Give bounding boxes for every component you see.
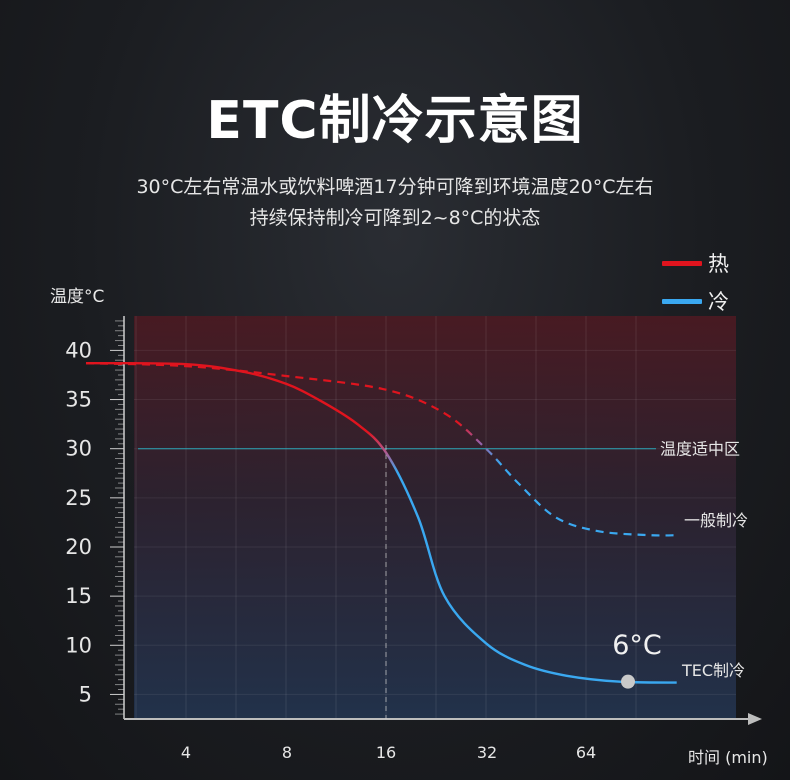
y-tick-label-7: 5 bbox=[79, 682, 92, 706]
legend-cold: 冷 bbox=[662, 286, 729, 316]
legend-hot-label: 热 bbox=[708, 252, 729, 276]
x-tick-label-1: 8 bbox=[282, 743, 292, 762]
x-axis-label: 时间 (min) bbox=[688, 748, 768, 767]
annotation-label: 6°C bbox=[612, 630, 662, 661]
subtitle-line-1: 30°C左右常温水或饮料啤酒17分钟可降到环境温度20°C左右 bbox=[136, 176, 654, 198]
y-tick-label-5: 15 bbox=[65, 584, 92, 608]
series-line-normal-cooling bbox=[85, 362, 677, 537]
reference-line-label: 温度适中区 bbox=[660, 440, 740, 459]
legend-cold-swatch bbox=[662, 298, 702, 304]
x-tick-label-0: 4 bbox=[181, 743, 191, 762]
y-axis-label: 温度°C bbox=[50, 287, 105, 307]
series-end-label-tec: TEC制冷 bbox=[681, 661, 745, 680]
legend-hot-swatch bbox=[662, 260, 702, 266]
y-tick-label-2: 30 bbox=[65, 437, 92, 461]
x-axis-arrow bbox=[748, 713, 762, 725]
series-line-tec-cooling bbox=[85, 361, 677, 684]
x-tick-label-2: 16 bbox=[376, 743, 396, 762]
y-tick-label-3: 25 bbox=[65, 486, 92, 510]
x-tick-label-4: 64 bbox=[576, 743, 596, 762]
x-tick-label-3: 32 bbox=[477, 743, 497, 762]
annotation-point bbox=[621, 674, 635, 689]
subtitle-line-2: 持续保持制冷可降到2~8°C的状态 bbox=[249, 207, 541, 229]
y-tick-label-0: 40 bbox=[65, 338, 92, 362]
y-tick-label-1: 35 bbox=[65, 388, 92, 412]
series-end-label-normal: 一般制冷 bbox=[684, 511, 748, 530]
legend-cold-label: 冷 bbox=[708, 290, 729, 314]
legend-hot: 热 bbox=[662, 248, 729, 278]
y-tick-label-4: 20 bbox=[65, 535, 92, 559]
y-tick-label-6: 10 bbox=[65, 633, 92, 657]
chart-plot-area bbox=[134, 316, 736, 719]
page-title: ETC制冷示意图 bbox=[206, 91, 584, 151]
